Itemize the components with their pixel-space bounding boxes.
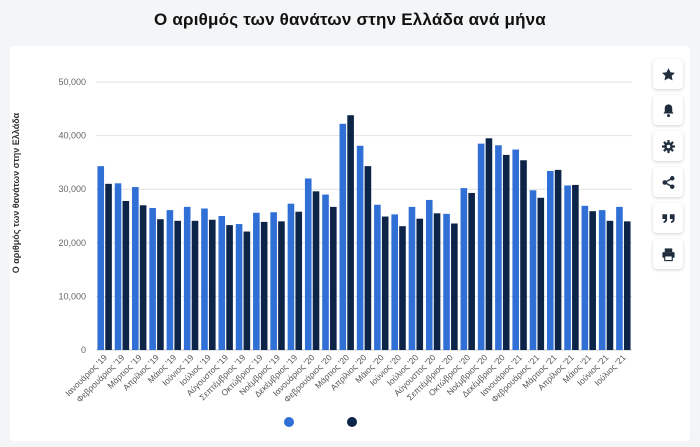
bar-series-2[interactable]: [226, 225, 233, 350]
bar-series-2[interactable]: [174, 220, 182, 350]
bar-series-2[interactable]: [243, 231, 251, 350]
bar-series-1[interactable]: [97, 166, 105, 350]
bar-series-1[interactable]: [253, 212, 260, 350]
star-icon[interactable]: [653, 59, 683, 89]
bar-series-2[interactable]: [520, 160, 527, 350]
bar-series-2[interactable]: [122, 200, 130, 350]
y-tick-label: 30,000: [58, 184, 86, 194]
bar-series-2[interactable]: [399, 226, 406, 350]
bar-series-2[interactable]: [381, 216, 389, 350]
bar-series-2[interactable]: [364, 166, 372, 350]
bar-series-1[interactable]: [581, 205, 589, 350]
bar-series-1[interactable]: [529, 190, 537, 350]
bell-icon[interactable]: [653, 95, 683, 125]
bar-series-1[interactable]: [460, 188, 468, 350]
bar-series-2[interactable]: [485, 138, 493, 350]
bar-series-2[interactable]: [278, 221, 285, 350]
bar-series-1[interactable]: [477, 143, 485, 350]
bar-series-2[interactable]: [623, 221, 631, 350]
chart-legend: [0, 414, 700, 430]
y-tick-label: 20,000: [58, 238, 86, 248]
bar-series-2[interactable]: [554, 169, 562, 350]
bar-series-1[interactable]: [201, 208, 208, 351]
bar-series-2[interactable]: [468, 192, 475, 350]
gear-icon[interactable]: [653, 131, 683, 161]
bar-series-1[interactable]: [616, 206, 623, 350]
bar-series-1[interactable]: [408, 206, 416, 350]
bar-series-1[interactable]: [598, 210, 606, 350]
bar-series-1[interactable]: [495, 145, 502, 350]
bar-series-2[interactable]: [433, 213, 441, 350]
quote-icon[interactable]: [653, 203, 683, 233]
legend-marker-series-2[interactable]: [347, 417, 357, 427]
bar-series-1[interactable]: [425, 199, 433, 350]
bar-series-2[interactable]: [330, 206, 337, 350]
bar-series-1[interactable]: [149, 207, 156, 350]
bar-series-1[interactable]: [114, 183, 122, 350]
bar-series-2[interactable]: [295, 211, 303, 350]
bar-series-2[interactable]: [208, 219, 216, 350]
y-tick-label: 50,000: [58, 77, 86, 87]
bar-series-2[interactable]: [537, 197, 545, 350]
bar-series-2[interactable]: [139, 205, 147, 350]
bar-series-2[interactable]: [312, 191, 320, 350]
bar-series-2[interactable]: [572, 184, 579, 350]
bar-series-2[interactable]: [105, 183, 112, 350]
bar-series-1[interactable]: [546, 170, 554, 350]
bar-series-1[interactable]: [287, 203, 295, 350]
y-axis-ticks: 0 10,000 20,000 30,000 40,000 50,000: [58, 77, 86, 355]
bar-series-2[interactable]: [606, 220, 614, 350]
bar-series-2[interactable]: [191, 220, 199, 350]
legend-marker-series-1[interactable]: [284, 417, 294, 427]
bar-series-1[interactable]: [166, 210, 174, 350]
bar-series-1[interactable]: [235, 224, 243, 350]
bar-series-1[interactable]: [374, 204, 381, 350]
bar-series-1[interactable]: [356, 145, 364, 350]
bar-series-1[interactable]: [443, 213, 450, 350]
bar-series-2[interactable]: [416, 218, 424, 350]
chart-toolbar: [653, 59, 683, 275]
bar-series-2[interactable]: [260, 221, 268, 350]
bar-series-1[interactable]: [218, 216, 226, 350]
y-tick-label: 40,000: [58, 131, 86, 141]
share-icon[interactable]: [653, 167, 683, 197]
bar-series-2[interactable]: [502, 154, 510, 350]
bar-series-1[interactable]: [512, 149, 520, 350]
y-tick-label: 10,000: [58, 291, 86, 301]
bar-series-1[interactable]: [391, 214, 398, 350]
bar-series-2[interactable]: [451, 223, 458, 351]
bar-series-2[interactable]: [157, 219, 164, 350]
bar-series-1[interactable]: [132, 187, 139, 350]
bar-series-1[interactable]: [322, 194, 329, 350]
bar-series-1[interactable]: [304, 178, 312, 350]
bar-series-1[interactable]: [183, 206, 191, 350]
bar-series-1[interactable]: [339, 123, 347, 350]
bar-series-1[interactable]: [270, 212, 277, 350]
bar-series-1[interactable]: [564, 185, 571, 350]
bar-series-2[interactable]: [347, 115, 354, 350]
bar-series-2[interactable]: [589, 211, 596, 350]
bars: [97, 115, 631, 351]
chart-title: Ο αριθμός των θανάτων στην Ελλάδα ανά μή…: [154, 10, 546, 29]
y-tick-label: 0: [81, 345, 86, 355]
printer-icon[interactable]: [653, 239, 683, 269]
